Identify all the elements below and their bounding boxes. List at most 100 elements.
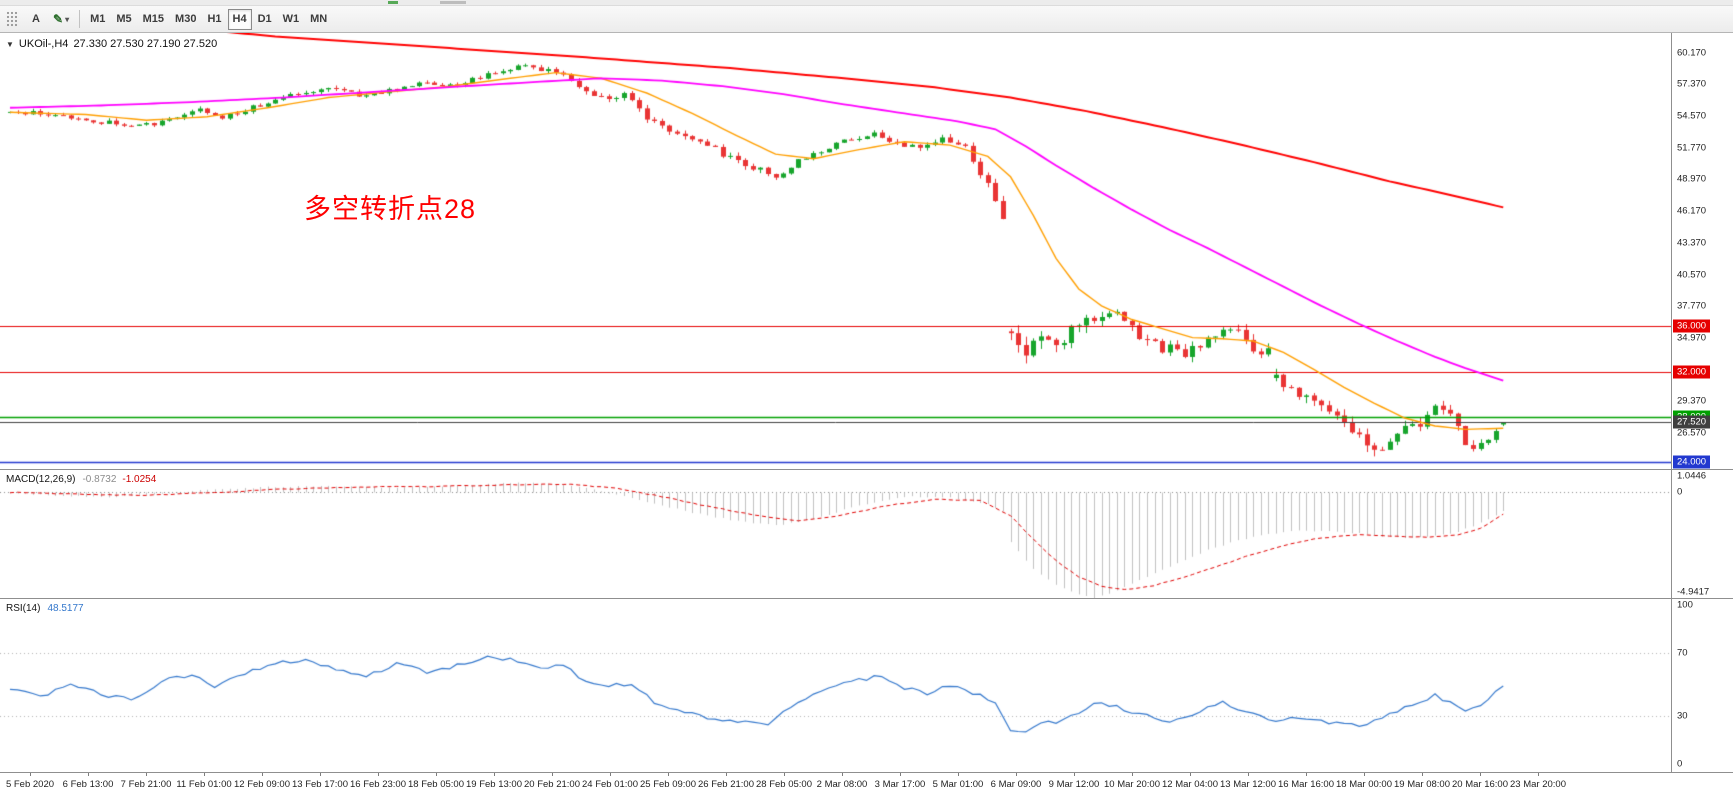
- time-axis-tick: [30, 773, 31, 776]
- toolbar: A ✎ ▾ M1 M5 M15 M30 H1 H4 D1 W1 MN: [0, 6, 1733, 33]
- time-axis-tick: [436, 773, 437, 776]
- text-tool-icon: A: [32, 13, 40, 25]
- price-axis-label: 37.770: [1677, 300, 1707, 312]
- timeframe-button-d1[interactable]: D1: [253, 9, 277, 30]
- price-axis-label: 48.970: [1677, 173, 1707, 185]
- timeframe-button-h1[interactable]: H1: [202, 9, 226, 30]
- price-axis-label: 40.570: [1677, 269, 1707, 281]
- timeframe-button-mn[interactable]: MN: [305, 9, 332, 30]
- chart-ohlc-title: ▼ UKOil-,H4 27.330 27.530 27.190 27.520: [6, 38, 217, 50]
- time-axis-label: 6 Feb 13:00: [62, 779, 114, 790]
- time-axis-tick: [1132, 773, 1133, 776]
- time-axis-label: 20 Feb 21:00: [524, 779, 580, 790]
- time-axis-label: 13 Feb 17:00: [292, 779, 348, 790]
- macd-signal-value: -1.0254: [122, 474, 157, 485]
- time-axis-tick: [1422, 773, 1423, 776]
- timeframe-button-m5[interactable]: M5: [111, 9, 136, 30]
- time-axis-tick: [1248, 773, 1249, 776]
- chart-annotation-text[interactable]: 多空转折点28: [304, 194, 477, 224]
- time-axis-label: 5 Mar 01:00: [932, 779, 984, 790]
- price-axis-label: 29.370: [1677, 395, 1707, 407]
- price-axis-label: 26.570: [1677, 427, 1707, 439]
- draw-tool-button[interactable]: ✎ ▾: [48, 9, 74, 30]
- time-axis-tick: [900, 773, 901, 776]
- rsi-axis[interactable]: 100 70 30 0: [1671, 599, 1733, 772]
- price-axis-label: 46.170: [1677, 205, 1707, 217]
- price-axis-label: 60.170: [1677, 47, 1707, 59]
- main-price-axis[interactable]: 60.170 57.370 54.570 51.770 48.970 46.170 43.3…: [1671, 33, 1733, 469]
- timeframe-button-m1[interactable]: M1: [85, 9, 110, 30]
- symbol-collapse-icon[interactable]: ▼: [6, 39, 14, 49]
- macd-axis-label: 0: [1677, 486, 1683, 498]
- symbol-timeframe: UKOil-,H4: [18, 38, 69, 50]
- macd-axis-label: 1.0446: [1677, 470, 1707, 482]
- time-axis-tick: [1016, 773, 1017, 776]
- timeframe-button-h4[interactable]: H4: [227, 8, 252, 30]
- main-chart-canvas[interactable]: [0, 33, 1671, 469]
- time-axis-tick: [88, 773, 89, 776]
- time-axis-tick: [784, 773, 785, 776]
- time-axis-tick: [842, 773, 843, 776]
- time-axis-tick: [958, 773, 959, 776]
- rsi-label: RSI(14) 48.5177: [6, 603, 84, 614]
- price-axis-label: 34.970: [1677, 332, 1707, 344]
- time-axis-tick: [1190, 773, 1191, 776]
- macd-main-value: -0.8732: [82, 474, 117, 485]
- bid-price-badge: 27.520: [1673, 415, 1711, 429]
- time-axis-tick: [320, 773, 321, 776]
- macd-canvas[interactable]: [0, 470, 1671, 598]
- timeframe-button-m30[interactable]: M30: [170, 9, 201, 30]
- chevron-down-icon: ▾: [65, 14, 70, 24]
- time-axis-label: 19 Mar 08:00: [1394, 779, 1450, 790]
- hline-price-badge: 32.000: [1673, 365, 1711, 379]
- macd-panel: 1.0446 0 -4.9417 MACD(12,26,9) -0.8732 -1.02…: [0, 470, 1733, 599]
- macd-name: MACD(12,26,9): [6, 474, 76, 485]
- time-axis-tick: [1364, 773, 1365, 776]
- time-axis-label: 16 Mar 16:00: [1278, 779, 1334, 790]
- time-axis-label: 16 Feb 23:00: [350, 779, 406, 790]
- time-axis-label: 12 Feb 09:00: [234, 779, 290, 790]
- text-label-tool-button[interactable]: A: [24, 9, 48, 30]
- time-axis[interactable]: 5 Feb 2020 6 Feb 13:00 7 Feb 21:00 11 Feb 0…: [0, 773, 1733, 794]
- rsi-axis-label: 0: [1677, 758, 1683, 770]
- clipped-icon: [440, 1, 466, 4]
- pencil-icon: ✎: [53, 12, 64, 26]
- timeframe-toolbar: M1 M5 M15 M30 H1 H4 D1 W1 MN: [85, 8, 332, 30]
- price-axis-label: 54.570: [1677, 110, 1707, 122]
- time-axis-tick: [1538, 773, 1539, 776]
- rsi-value: 48.5177: [47, 603, 84, 614]
- rsi-canvas[interactable]: [0, 599, 1671, 772]
- price-axis-label: 43.370: [1677, 237, 1707, 249]
- time-axis-tick: [552, 773, 553, 776]
- time-axis-label: 9 Mar 12:00: [1048, 779, 1100, 790]
- time-axis-label: 10 Mar 20:00: [1104, 779, 1160, 790]
- toolbar-grip-icon[interactable]: [6, 11, 19, 27]
- time-axis-label: 5 Feb 2020: [5, 779, 55, 790]
- time-axis-tick: [668, 773, 669, 776]
- time-axis-tick: [146, 773, 147, 776]
- time-axis-tick: [610, 773, 611, 776]
- price-axis-label: 51.770: [1677, 142, 1707, 154]
- time-axis-label: 25 Feb 09:00: [640, 779, 696, 790]
- time-axis-tick: [262, 773, 263, 776]
- time-axis-label: 3 Mar 17:00: [874, 779, 926, 790]
- time-axis-label: 6 Mar 09:00: [990, 779, 1042, 790]
- rsi-axis-label: 70: [1677, 647, 1688, 659]
- clipped-toolbar-row: [0, 0, 1733, 6]
- time-axis-label: 13 Mar 12:00: [1220, 779, 1276, 790]
- time-axis-tick: [1074, 773, 1075, 776]
- time-axis-label: 18 Feb 05:00: [408, 779, 464, 790]
- macd-axis[interactable]: 1.0446 0 -4.9417: [1671, 470, 1733, 598]
- time-axis-label: 28 Feb 05:00: [756, 779, 812, 790]
- timeframe-button-w1[interactable]: W1: [278, 9, 305, 30]
- macd-label: MACD(12,26,9) -0.8732 -1.0254: [6, 474, 156, 485]
- rsi-panel: 100 70 30 0 RSI(14) 48.5177: [0, 599, 1733, 773]
- main-chart-panel: 60.170 57.370 54.570 51.770 48.970 46.170 43.3…: [0, 33, 1733, 470]
- time-axis-label: 12 Mar 04:00: [1162, 779, 1218, 790]
- hline-price-badge: 24.000: [1673, 455, 1711, 469]
- rsi-axis-label: 100: [1677, 599, 1693, 611]
- time-axis-tick: [1306, 773, 1307, 776]
- time-axis-label: 11 Feb 01:00: [176, 779, 232, 790]
- timeframe-button-m15[interactable]: M15: [138, 9, 169, 30]
